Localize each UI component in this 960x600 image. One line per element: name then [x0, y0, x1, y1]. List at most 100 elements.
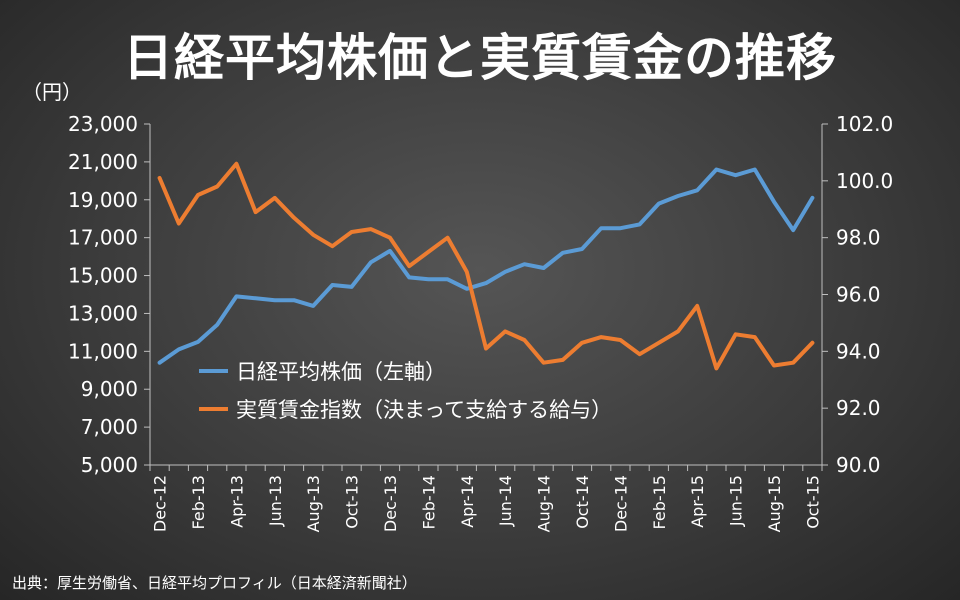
data-point-real-wage	[772, 364, 776, 367]
data-point-nikkei	[503, 270, 507, 274]
x-tick-label: Oct-15	[803, 475, 822, 529]
x-tick-label: Apr-14	[458, 475, 477, 528]
data-point-nikkei	[254, 296, 258, 300]
data-point-real-wage	[695, 304, 699, 308]
data-point-nikkei	[234, 294, 238, 298]
data-point-nikkei	[311, 304, 315, 308]
data-point-nikkei	[657, 202, 661, 206]
data-point-nikkei	[753, 168, 757, 171]
chart-title: 日経平均株価と実質賃金の推移	[123, 29, 837, 87]
y-left-tick-label: 21,000	[68, 150, 138, 174]
data-point-real-wage	[503, 329, 507, 333]
data-point-real-wage	[369, 227, 373, 231]
data-point-nikkei	[638, 222, 642, 226]
data-point-real-wage	[484, 347, 488, 350]
data-point-real-wage	[330, 244, 334, 248]
data-point-real-wage	[234, 162, 238, 166]
data-point-real-wage	[676, 329, 680, 333]
data-point-nikkei	[330, 283, 334, 287]
axes: 5,000 7,000 9,000 11,000 13,000 15,000 17,000 1…	[68, 112, 893, 532]
data-point-nikkei	[177, 347, 181, 351]
y-right-tick-label: 90.0	[836, 453, 881, 477]
y-left-tick-label: 17,000	[68, 226, 138, 250]
data-point-nikkei	[292, 298, 296, 302]
data-point-nikkei	[465, 287, 469, 291]
y-right-tick-label: 94.0	[836, 339, 881, 363]
data-point-nikkei	[580, 247, 584, 251]
data-point-real-wage	[561, 358, 565, 362]
data-point-real-wage	[580, 341, 584, 345]
x-tick-label: Aug-14	[535, 475, 554, 532]
data-point-nikkei	[676, 194, 680, 198]
data-point-real-wage	[657, 341, 661, 345]
data-point-nikkei	[196, 340, 200, 344]
data-point-nikkei	[618, 226, 622, 230]
y-left-tick-label: 19,000	[68, 188, 138, 212]
y-left-tick-label: 23,000	[68, 112, 138, 136]
y-left-tick-label: 11,000	[68, 339, 138, 363]
series-line-nikkei	[157, 167, 815, 365]
data-point-nikkei	[734, 173, 738, 177]
data-point-nikkei	[407, 275, 411, 279]
y-left-tick-label: 7,000	[81, 415, 138, 439]
data-point-real-wage	[177, 222, 181, 225]
x-tick-label: Dec-13	[381, 475, 400, 532]
data-point-nikkei	[561, 251, 565, 255]
y-right-tick-label: 96.0	[836, 283, 881, 307]
data-point-real-wage	[158, 176, 162, 180]
data-point-nikkei	[522, 262, 526, 266]
data-point-nikkei	[542, 266, 546, 270]
data-point-real-wage	[542, 361, 546, 365]
y-left-tick-label: 5,000	[81, 453, 138, 477]
legend: 日経平均株価（左軸） 実質賃金指数（決まって支給する給与）	[199, 360, 612, 422]
x-tick-label: Feb-15	[650, 475, 669, 529]
data-point-nikkei	[369, 260, 373, 264]
legend-label-nikkei: 日経平均株価（左軸）	[236, 360, 446, 384]
data-point-nikkei	[714, 168, 718, 171]
data-point-real-wage	[465, 270, 469, 274]
data-point-nikkei	[695, 188, 699, 192]
data-point-nikkei	[446, 277, 450, 281]
data-point-real-wage	[810, 341, 814, 345]
data-point-nikkei	[273, 298, 277, 302]
data-point-real-wage	[618, 338, 622, 342]
y-left-tick-label: 9,000	[81, 377, 138, 401]
data-point-nikkei	[810, 196, 814, 200]
data-point-nikkei	[484, 281, 488, 285]
y-left-tick-label: 15,000	[68, 264, 138, 288]
series-line-real-wage	[157, 161, 815, 371]
x-tick-label: Apr-15	[688, 475, 707, 528]
x-tick-label: Feb-13	[189, 475, 208, 529]
legend-label-real-wage: 実質賃金指数（決まって支給する給与）	[236, 398, 612, 422]
data-point-real-wage	[254, 210, 258, 214]
x-tick-label: Feb-14	[419, 475, 438, 529]
data-point-nikkei	[215, 323, 219, 327]
data-point-real-wage	[522, 338, 526, 342]
data-point-real-wage	[599, 335, 603, 339]
data-point-real-wage	[292, 216, 296, 220]
data-point-nikkei	[772, 200, 776, 204]
data-point-nikkei	[426, 277, 430, 281]
x-tick-label: Dec-12	[151, 475, 170, 532]
y-right-tick-label: 100.0	[836, 169, 893, 193]
x-tick-label: Jun-15	[727, 475, 746, 527]
y-right-tick-label: 92.0	[836, 396, 881, 420]
data-point-real-wage	[388, 236, 392, 240]
source-note: 出典：厚生労働省、日経平均プロフィル（日本経済新聞社）	[12, 574, 417, 592]
data-point-nikkei	[350, 285, 354, 289]
data-point-real-wage	[196, 193, 200, 197]
data-point-nikkei	[388, 249, 392, 253]
data-point-real-wage	[734, 332, 738, 336]
data-point-real-wage	[446, 236, 450, 240]
x-tick-label: Aug-13	[304, 475, 323, 532]
x-tick-label: Aug-15	[765, 475, 784, 532]
x-tick-label: Dec-14	[611, 475, 630, 532]
x-tick-label: Jun-13	[266, 475, 285, 527]
data-point-real-wage	[273, 196, 277, 200]
data-point-real-wage	[350, 230, 354, 234]
data-point-real-wage	[753, 335, 757, 339]
y-left-tick-label: 13,000	[68, 301, 138, 325]
x-tick-label: Oct-14	[573, 475, 592, 529]
data-point-nikkei	[599, 226, 603, 230]
